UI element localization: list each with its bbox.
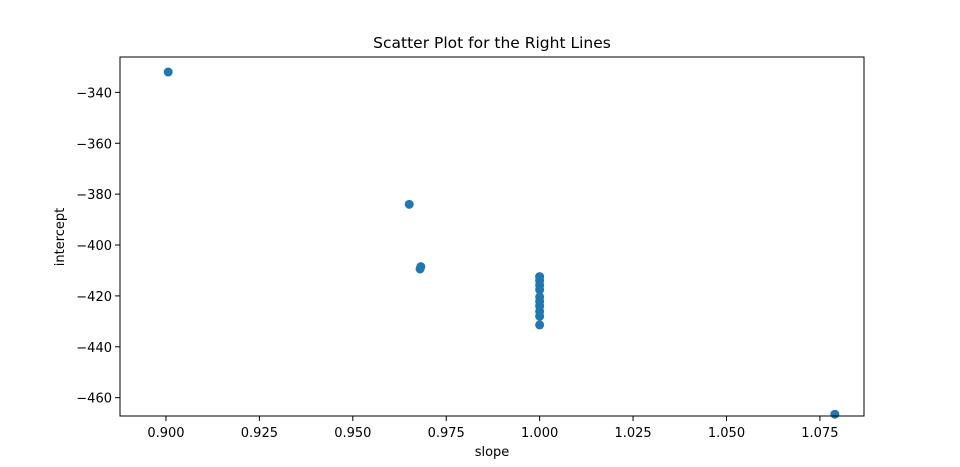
x-tick-label: 1.075 — [801, 426, 838, 441]
plot-frame — [119, 56, 865, 417]
scatter-point — [535, 285, 545, 295]
scatter-point — [163, 67, 173, 77]
y-tick-label: −360 — [76, 137, 112, 152]
scatter-points — [163, 67, 840, 419]
scatter-point — [404, 199, 414, 209]
scatter-point — [535, 320, 545, 330]
y-tick-label: −340 — [76, 86, 112, 101]
x-tick-label: 0.925 — [241, 426, 278, 441]
scatter-point — [535, 311, 545, 321]
x-tick-label: 0.900 — [147, 426, 184, 441]
y-tick-label: −380 — [76, 188, 112, 203]
chart-title: Scatter Plot for the Right Lines — [373, 34, 611, 52]
scatter-point — [830, 409, 840, 419]
x-axis-label: slope — [475, 445, 510, 460]
y-tick-label: −440 — [76, 341, 112, 356]
y-axis-ticks: −340 −360 −380 −400 −420 −440 −460 — [76, 86, 120, 407]
x-tick-label: 1.000 — [521, 426, 558, 441]
scatter-point — [415, 264, 425, 274]
x-axis-ticks: 0.900 0.925 0.950 0.975 1.000 1.025 1.050 1.075 — [147, 416, 839, 441]
y-tick-label: −420 — [76, 290, 112, 305]
y-axis-label: intercept — [53, 208, 68, 267]
x-tick-label: 0.975 — [428, 426, 465, 441]
y-tick-label: −460 — [76, 392, 112, 407]
x-tick-label: 0.950 — [334, 426, 371, 441]
x-tick-label: 1.025 — [614, 426, 651, 441]
y-tick-label: −400 — [76, 239, 112, 254]
x-tick-label: 1.050 — [708, 426, 745, 441]
